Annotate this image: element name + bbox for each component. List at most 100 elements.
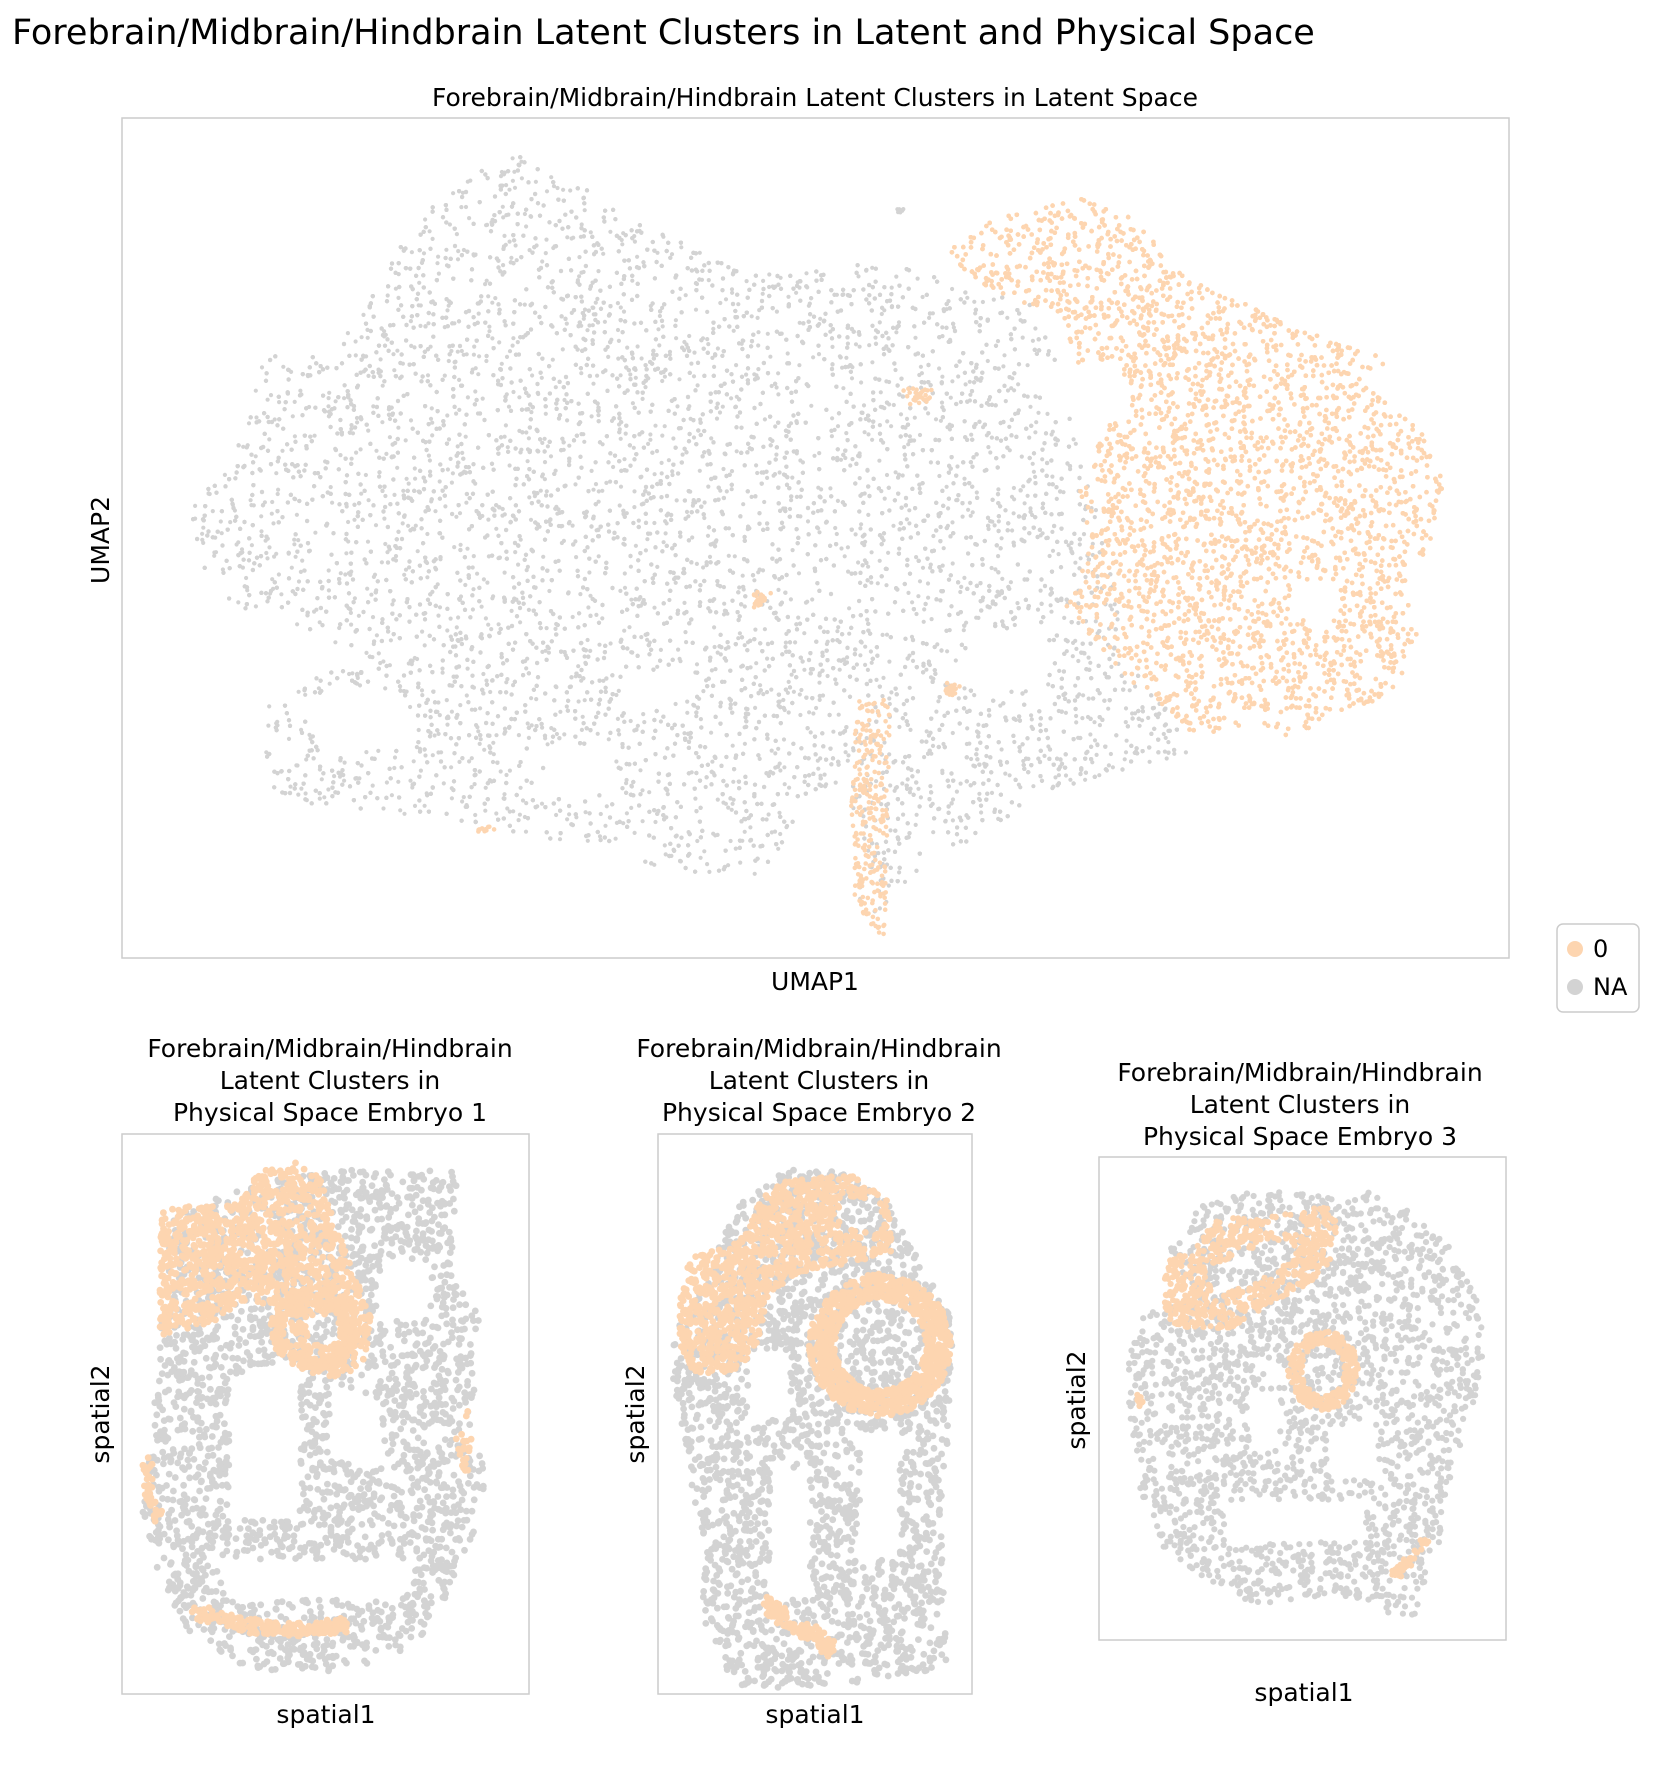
na-point (681, 453, 685, 457)
na-point (922, 755, 926, 759)
na-point (675, 404, 679, 408)
na-point (520, 176, 524, 180)
na-point (812, 454, 816, 458)
na-point (756, 343, 760, 347)
na-point (797, 480, 801, 484)
na-point (806, 519, 810, 523)
na-point (267, 437, 271, 441)
na-point (501, 263, 505, 267)
na-point (1000, 747, 1004, 751)
na-point (1093, 515, 1097, 519)
na-point (657, 343, 661, 347)
na-point (554, 385, 558, 389)
na-point (450, 796, 454, 800)
na-point (804, 601, 808, 605)
na-point (416, 549, 420, 553)
na-point (1023, 501, 1027, 505)
na-point (545, 626, 549, 630)
na-point (718, 410, 722, 414)
na-point (772, 474, 776, 478)
na-point (846, 753, 850, 757)
na-point (560, 541, 564, 545)
na-point (866, 513, 870, 517)
na-point (634, 544, 638, 548)
na-point (881, 676, 885, 680)
na-point (349, 611, 353, 615)
na-point (767, 812, 771, 816)
na-point (798, 713, 802, 717)
na-point (589, 230, 593, 234)
na-point (1068, 778, 1072, 782)
na-point (914, 823, 918, 827)
na-point (342, 779, 346, 783)
na-point (595, 297, 599, 301)
na-point (524, 801, 528, 805)
na-point (503, 512, 507, 516)
na-point (1106, 707, 1110, 711)
na-point (327, 588, 331, 592)
na-point (834, 781, 838, 785)
na-point (386, 293, 390, 297)
na-point (754, 463, 758, 467)
na-point (1087, 656, 1091, 660)
na-point (558, 710, 562, 714)
na-point (632, 489, 636, 493)
na-point (917, 373, 921, 377)
na-point (830, 416, 834, 420)
na-point (914, 555, 918, 559)
na-point (462, 795, 466, 799)
na-point (471, 565, 475, 569)
na-point (638, 768, 642, 772)
na-point (874, 779, 878, 783)
na-point (886, 551, 890, 555)
na-point (555, 732, 559, 736)
na-point (721, 467, 725, 471)
na-point (464, 501, 468, 505)
na-point (1032, 470, 1036, 474)
na-point (707, 870, 711, 874)
na-point (355, 416, 359, 420)
na-point (663, 375, 667, 379)
na-point (931, 830, 935, 834)
na-point (783, 645, 787, 649)
na-point (652, 606, 656, 610)
na-point (339, 571, 343, 575)
na-point (741, 574, 745, 578)
na-point (900, 781, 904, 785)
na-point (326, 404, 330, 408)
na-point (1051, 430, 1055, 434)
na-point (1057, 669, 1061, 673)
na-point (701, 689, 705, 693)
na-point (1095, 753, 1099, 757)
na-point (443, 374, 447, 378)
na-point (619, 437, 623, 441)
na-point (484, 223, 488, 227)
na-point (1073, 639, 1077, 643)
na-point (277, 400, 281, 404)
na-point (905, 517, 909, 521)
na-point (724, 802, 728, 806)
na-point (409, 319, 413, 323)
na-point (398, 808, 402, 812)
na-point (379, 357, 383, 361)
na-point (730, 291, 734, 295)
na-point (594, 613, 598, 617)
na-point (997, 519, 1001, 523)
na-point (775, 310, 779, 314)
na-point (667, 458, 671, 462)
na-point (425, 575, 429, 579)
na-point (624, 781, 628, 785)
na-point (769, 688, 773, 692)
na-point (540, 802, 544, 806)
na-point (709, 731, 713, 735)
na-point (465, 352, 469, 356)
na-point (788, 507, 792, 511)
na-point (786, 295, 790, 299)
na-point (889, 424, 893, 428)
na-point (761, 692, 765, 696)
na-point (1081, 693, 1085, 697)
na-point (706, 342, 710, 346)
na-point (293, 434, 297, 438)
na-point (957, 696, 961, 700)
na-point (655, 665, 659, 669)
